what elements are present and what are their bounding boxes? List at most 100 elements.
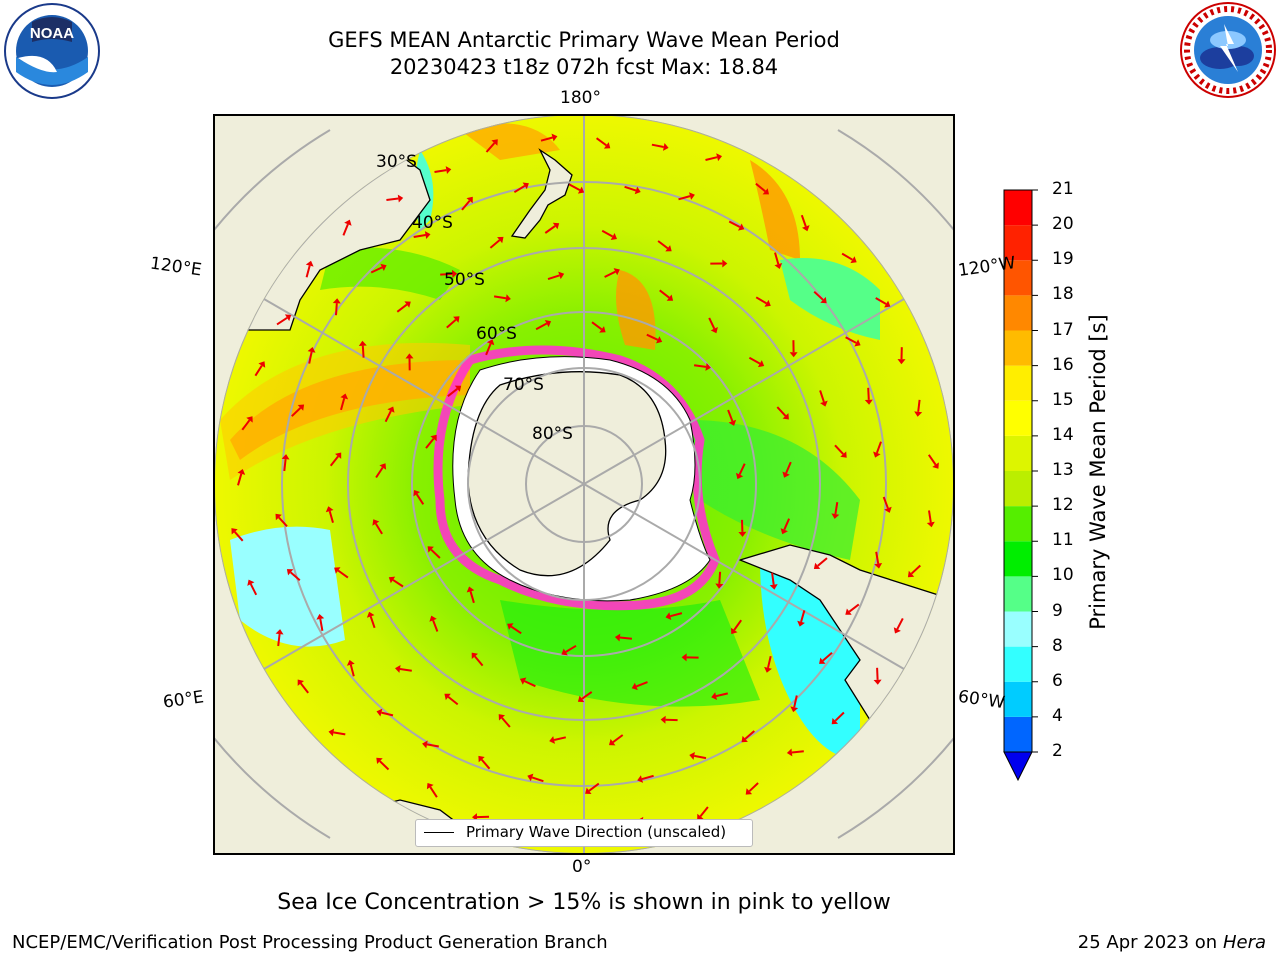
wave-arrow-shaft: [822, 652, 833, 662]
wave-arrow-shaft: [370, 266, 383, 274]
wave-arrow-head: [544, 320, 552, 328]
lat-label-60s: 60°S: [476, 324, 517, 344]
wave-arrow-shaft: [375, 466, 384, 479]
wave-arrow-head: [325, 506, 334, 513]
wave-arrow-head: [284, 314, 292, 322]
wave-arrow-head: [741, 735, 748, 743]
wave-arrow-head: [478, 755, 485, 763]
wave-arrow-head: [831, 513, 840, 519]
colorbar-tick-label: 18: [1052, 284, 1074, 305]
wave-arrow-shaft: [540, 136, 553, 142]
wave-arrow-shaft: [596, 137, 607, 147]
wave-arrow-head: [577, 186, 585, 194]
wave-arrow-head: [711, 692, 717, 700]
wave-arrow-head: [603, 142, 611, 149]
wave-arrow-head: [797, 620, 805, 627]
wave-arrow-shaft: [771, 572, 775, 585]
wave-arrow-head: [505, 294, 511, 303]
footer-branch: NCEP/EMC/Verification Post Processing Pr…: [12, 932, 608, 953]
land-new-zealand: [510, 148, 573, 239]
wave-arrow-shaft: [430, 548, 441, 559]
wave-arrow-shaft: [392, 579, 404, 588]
wave-arrow-head: [498, 714, 505, 721]
wave-arrow-head: [372, 519, 380, 526]
wave-arrow-head: [286, 569, 294, 576]
wave-arrow-shaft: [705, 156, 718, 161]
wave-arrow-shaft: [425, 438, 435, 449]
footer-date-text: 25 Apr 2023 on: [1077, 932, 1223, 953]
wave-arrow-head: [715, 583, 724, 589]
wave-arrow-head: [613, 268, 620, 276]
wave-arrow-head: [665, 245, 672, 252]
wave-arrow-head: [507, 623, 514, 630]
wave-arrow-shaft: [446, 318, 457, 329]
wave-direction-arrows: [231, 133, 939, 836]
wave-arrow-shaft: [535, 322, 548, 331]
wave-arrow-head: [705, 363, 711, 371]
wave-arrow-shaft: [544, 225, 556, 234]
wave-arrow-shaft: [469, 591, 475, 604]
wave-arrow-head: [790, 706, 799, 713]
wave-arrow-shaft: [657, 240, 669, 250]
colorbar-tick-label: 16: [1052, 354, 1074, 375]
wave-arrow-head: [738, 531, 747, 537]
wave-arrow-shaft: [568, 183, 581, 191]
wave-arrow-head: [637, 775, 644, 783]
wave-arrow-shaft: [875, 297, 887, 305]
wave-arrow-shaft: [767, 655, 772, 669]
wave-arrow-shaft: [531, 776, 544, 783]
chart-subtitle: 20230423 t18z 072h fcst Max: 18.84: [389, 55, 779, 79]
wave-arrow-head: [332, 298, 341, 304]
colorbar-segment: [1004, 611, 1032, 647]
wave-arrow-shaft: [349, 664, 355, 677]
wave-arrow-head: [873, 451, 881, 458]
colorbar-tick-label: 6: [1052, 670, 1063, 691]
colorbar-tick-label: 11: [1052, 530, 1074, 551]
wave-arrow-shaft: [612, 734, 624, 744]
wave-arrow-shaft: [241, 419, 251, 431]
wave-arrow-head: [429, 615, 437, 622]
wave-arrow-head: [932, 462, 939, 469]
wave-arrow-head: [884, 506, 892, 513]
wave-arrow-head: [710, 327, 718, 334]
wave-arrow-shaft: [755, 182, 766, 193]
wave-arrow-shaft: [715, 692, 729, 698]
colorbar-tick-label: 13: [1052, 460, 1074, 480]
wave-arrow-head: [558, 271, 565, 280]
wave-arrow-head: [471, 652, 478, 659]
colorbar-tick-label: 20: [1052, 214, 1074, 235]
wave-arrow-shaft: [278, 516, 288, 527]
wave-arrow-head: [610, 233, 617, 240]
wave-arrow-shaft: [728, 220, 741, 228]
wave-arrow-shaft: [800, 214, 807, 227]
wave-arrow-shaft: [785, 461, 792, 474]
wave-arrow-head: [413, 490, 421, 497]
wave-arrow-head: [634, 186, 641, 195]
lat-label-30s: 30°S: [376, 152, 417, 172]
wave-arrow-head: [395, 665, 401, 673]
wave-arrow-head: [716, 153, 722, 162]
colorbar-tick-label: 15: [1052, 389, 1074, 410]
wave-arrow-shaft: [708, 317, 716, 330]
wave-arrow-head: [334, 567, 341, 574]
wave-arrow-shaft: [601, 229, 614, 238]
wave-period-patch-cyan: [230, 526, 345, 647]
wave-arrow-head: [426, 783, 434, 790]
wave-arrow-head: [599, 326, 606, 333]
legend-line: [424, 832, 454, 833]
wave-arrow-head: [854, 339, 861, 347]
wave-arrow-head: [379, 463, 387, 470]
wave-arrow-head: [452, 269, 458, 278]
wave-arrow-head: [850, 256, 857, 264]
wave-arrow-shaft: [305, 265, 311, 278]
wave-arrow-shaft: [308, 351, 313, 364]
wave-arrow-shaft: [791, 750, 804, 754]
wave-arrow-shaft: [800, 610, 806, 623]
wave-arrow-shaft: [641, 774, 654, 781]
wave-arrow-head: [297, 679, 304, 686]
wave-arrow-shaft: [755, 296, 768, 305]
colorbar-segment: [1004, 400, 1032, 436]
wave-arrow-head: [681, 653, 687, 662]
wave-arrow-shaft: [237, 473, 243, 486]
